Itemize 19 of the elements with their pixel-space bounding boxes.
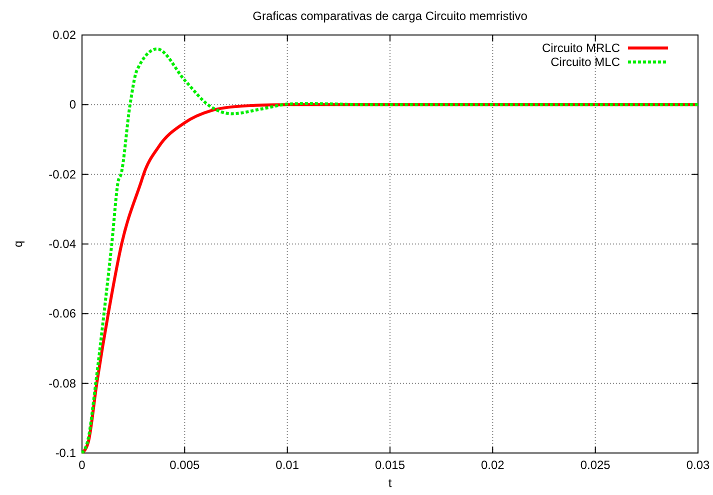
x-tick-label: 0.03 <box>686 458 710 472</box>
x-tick-label: 0.005 <box>170 458 200 472</box>
x-tick-label: 0.02 <box>480 458 505 472</box>
x-tick-label: 0.015 <box>374 458 406 472</box>
y-tick-label: -0.02 <box>48 167 76 182</box>
y-axis-title: q <box>11 240 25 248</box>
x-tick-label: 0.01 <box>276 458 300 472</box>
x-tick-label: 0.025 <box>580 458 611 472</box>
legend-label: Circuito MLC <box>550 55 620 69</box>
y-tick-label: -0.04 <box>48 237 76 251</box>
chart-title: Graficas comparativas de carga Circuito memristivo <box>252 9 528 23</box>
y-tick-label: 0 <box>69 98 76 112</box>
legend-label: Circuito MRLC <box>542 41 620 55</box>
y-tick-label: -0.1 <box>55 446 76 460</box>
y-tick-label: 0.02 <box>52 28 76 42</box>
y-tick-label: -0.08 <box>48 376 76 390</box>
y-tick-label: -0.06 <box>48 306 76 321</box>
x-tick-label: 0 <box>78 458 86 472</box>
x-axis-title: t <box>388 476 392 490</box>
